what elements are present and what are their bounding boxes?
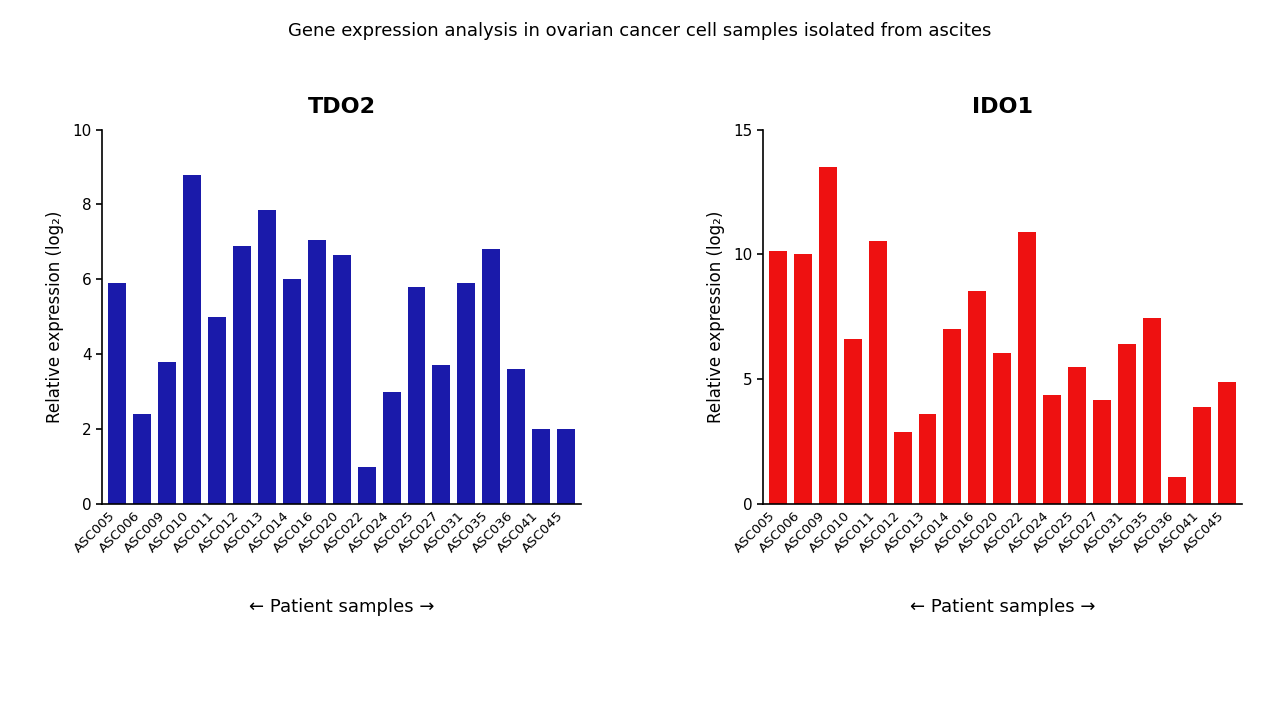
Title: IDO1: IDO1 xyxy=(972,97,1033,117)
Bar xyxy=(209,317,227,504)
Bar xyxy=(1217,382,1235,504)
Text: ← Patient samples →: ← Patient samples → xyxy=(910,598,1094,616)
Bar xyxy=(844,339,861,504)
Title: TDO2: TDO2 xyxy=(307,97,376,117)
Bar xyxy=(233,246,251,504)
Bar xyxy=(1143,318,1161,504)
Bar xyxy=(1117,344,1135,504)
Bar xyxy=(109,283,127,504)
Bar xyxy=(307,240,326,504)
Bar xyxy=(283,279,301,504)
Bar xyxy=(259,210,276,504)
Bar xyxy=(893,431,911,504)
Bar xyxy=(433,366,451,504)
Y-axis label: Relative expression (log₂): Relative expression (log₂) xyxy=(46,211,64,423)
Bar xyxy=(1043,395,1061,504)
Bar xyxy=(1093,400,1111,504)
Y-axis label: Relative expression (log₂): Relative expression (log₂) xyxy=(707,211,724,423)
Bar xyxy=(993,353,1011,504)
Bar xyxy=(794,254,812,504)
Bar xyxy=(532,429,550,504)
Bar xyxy=(133,414,151,504)
Bar xyxy=(769,251,787,504)
Bar xyxy=(1018,232,1037,504)
Bar xyxy=(407,287,425,504)
Bar xyxy=(333,255,351,504)
Bar xyxy=(507,369,525,504)
Bar xyxy=(943,329,961,504)
Bar xyxy=(819,167,837,504)
Bar xyxy=(557,429,575,504)
Bar xyxy=(1068,366,1085,504)
Bar xyxy=(1167,477,1185,504)
Text: ← Patient samples →: ← Patient samples → xyxy=(250,598,434,616)
Bar xyxy=(869,240,887,504)
Bar xyxy=(159,361,177,504)
Bar xyxy=(1193,407,1211,504)
Bar xyxy=(457,283,475,504)
Bar xyxy=(483,249,500,504)
Bar xyxy=(383,392,401,504)
Bar xyxy=(183,174,201,504)
Text: Gene expression analysis in ovarian cancer cell samples isolated from ascites: Gene expression analysis in ovarian canc… xyxy=(288,22,992,40)
Bar xyxy=(969,291,987,504)
Bar xyxy=(357,467,375,504)
Bar xyxy=(919,414,937,504)
